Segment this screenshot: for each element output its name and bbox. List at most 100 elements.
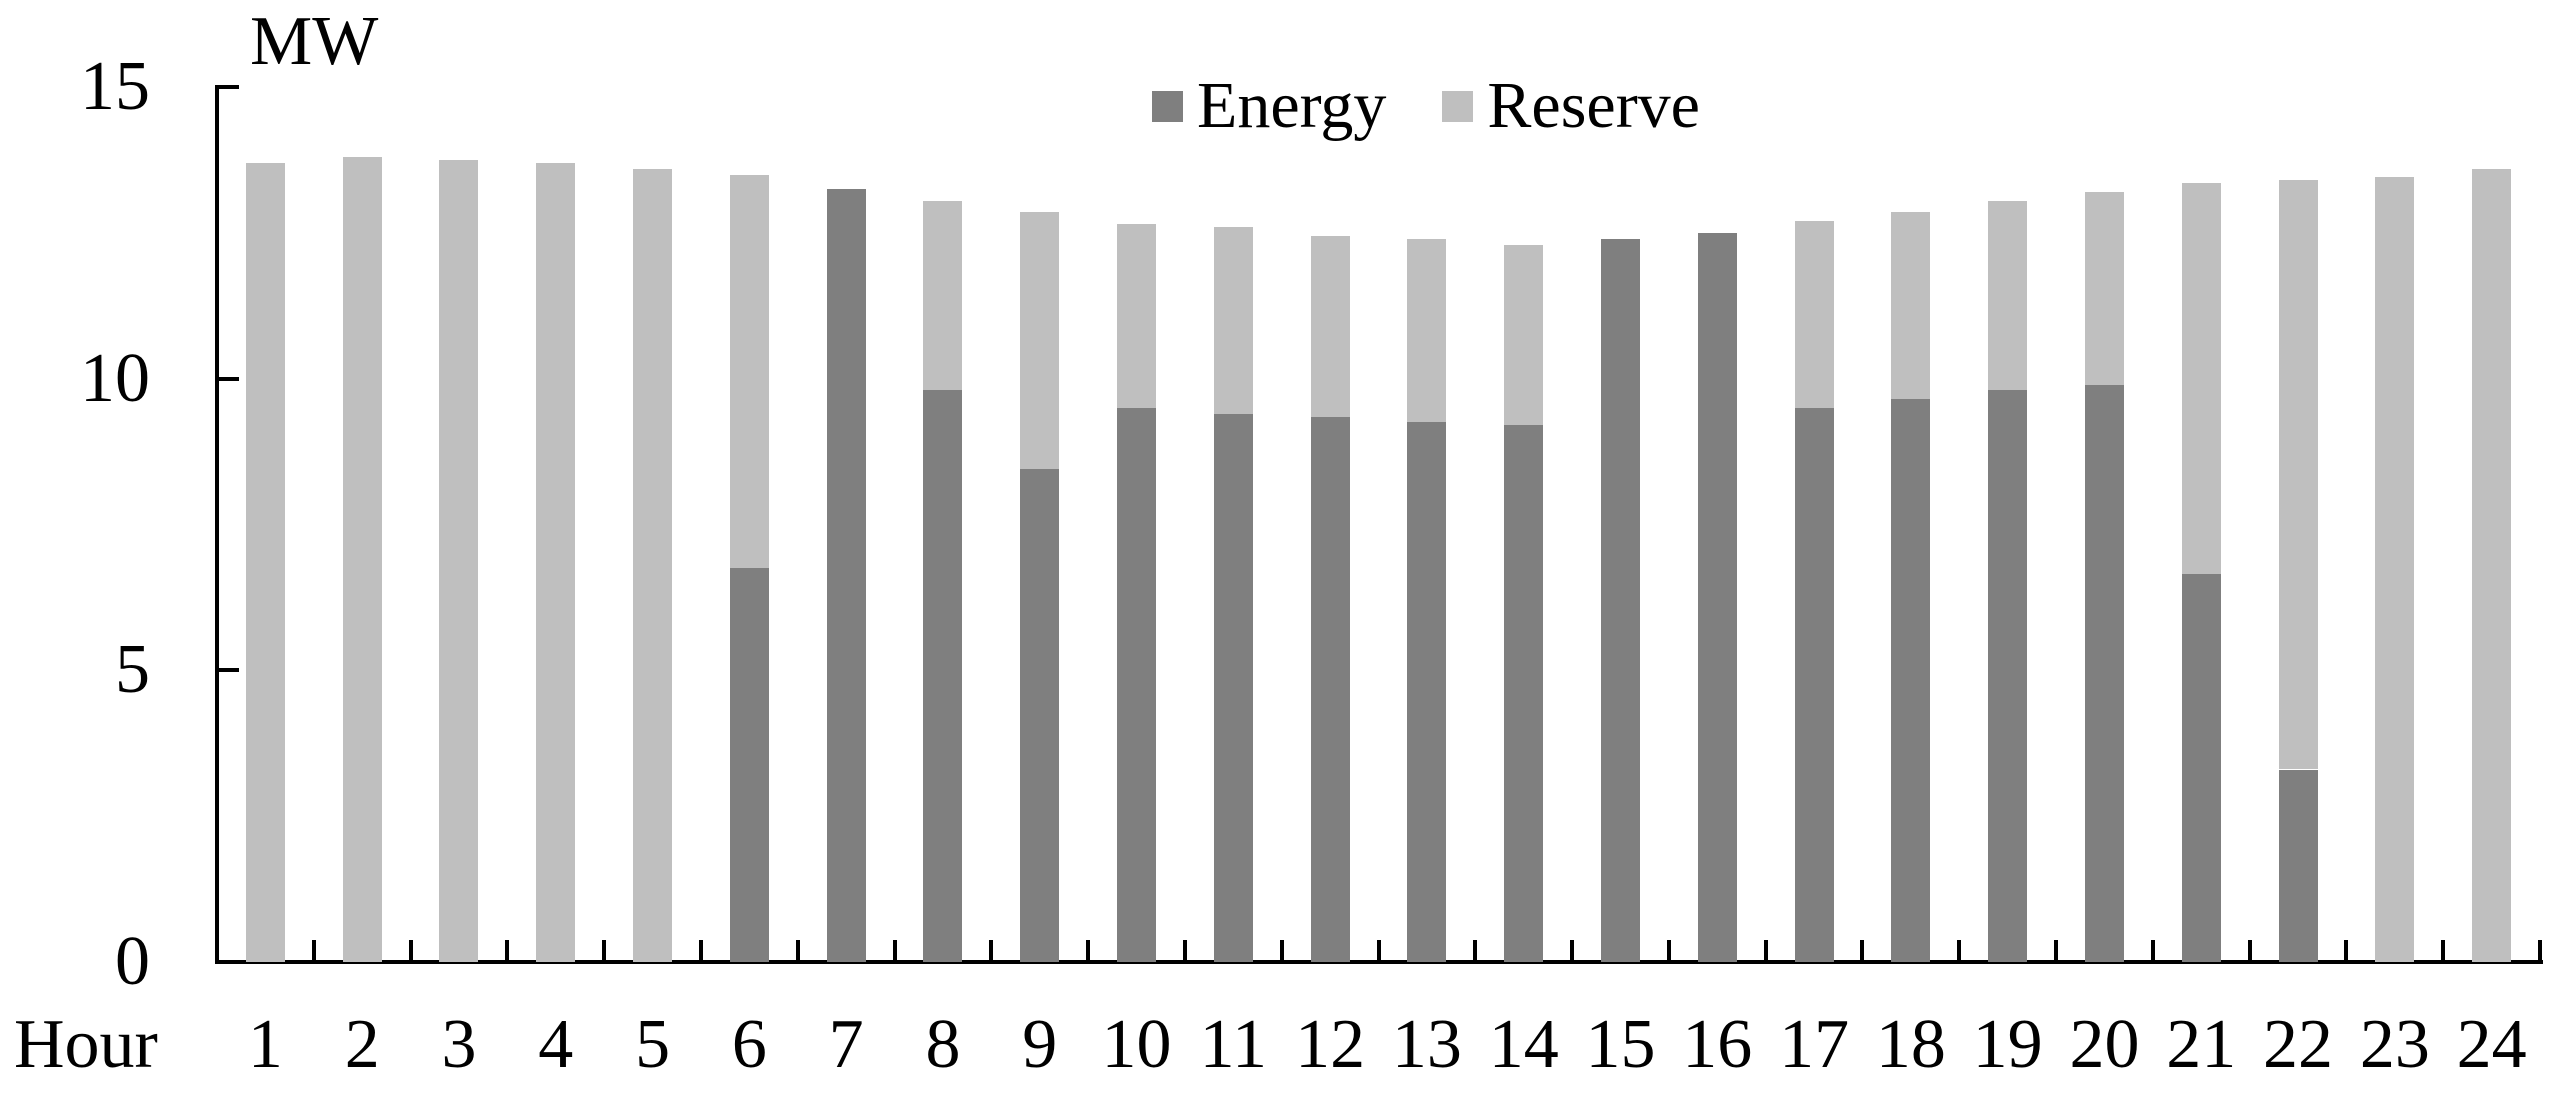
x-axis-label: 22 xyxy=(2263,1006,2334,1083)
x-axis-label: 15 xyxy=(1585,1006,1656,1083)
legend-label-energy: Energy xyxy=(1197,69,1387,142)
y-axis-label: 15 xyxy=(80,48,150,125)
energy-segment xyxy=(1988,390,2028,962)
legend-entry-energy: Energy xyxy=(1152,66,1386,146)
reserve-segment xyxy=(1988,200,2028,391)
legend-label-reserve: Reserve xyxy=(1487,69,1700,142)
x-axis-label: 18 xyxy=(1875,1006,1946,1083)
legend: Energy Reserve xyxy=(1152,66,1700,146)
x-axis-label: 11 xyxy=(1199,1006,1268,1083)
energy-segment xyxy=(1697,232,1737,962)
reserve-segment xyxy=(1117,224,1157,408)
energy-segment xyxy=(1213,413,1253,962)
x-axis-label: 3 xyxy=(441,1006,477,1083)
energy-segment xyxy=(1891,399,1931,962)
reserve-segment xyxy=(2084,192,2124,385)
x-axis-label: 24 xyxy=(2456,1006,2527,1083)
energy-segment xyxy=(1117,407,1157,962)
x-tick xyxy=(989,940,994,962)
x-axis-label: 12 xyxy=(1295,1006,1366,1083)
energy-segment xyxy=(2278,769,2318,962)
x-axis-label: 10 xyxy=(1101,1006,1172,1083)
energy-segment xyxy=(1310,416,1350,962)
x-tick xyxy=(1182,940,1187,962)
x-tick xyxy=(311,940,316,962)
x-tick xyxy=(698,940,703,962)
reserve-segment xyxy=(342,157,382,962)
x-axis-label: 19 xyxy=(1972,1006,2043,1083)
x-axis-label: 1 xyxy=(247,1006,283,1083)
y-axis-unit-label: MW xyxy=(250,3,379,80)
x-tick xyxy=(1279,940,1284,962)
energy-segment xyxy=(1020,469,1060,962)
y-axis-label: 5 xyxy=(115,631,150,709)
x-axis-label: 4 xyxy=(538,1006,574,1083)
reserve-segment xyxy=(1891,212,1931,400)
legend-entry-reserve: Reserve xyxy=(1442,66,1700,146)
x-tick xyxy=(215,940,219,962)
x-tick xyxy=(408,940,413,962)
y-tick xyxy=(217,85,239,89)
reserve-segment xyxy=(923,200,963,391)
y-tick xyxy=(217,376,239,381)
x-axis-label: 20 xyxy=(2069,1006,2140,1083)
x-tick xyxy=(2054,940,2059,962)
reserve-segment xyxy=(729,174,769,569)
x-axis-label: 14 xyxy=(1488,1006,1559,1083)
x-tick xyxy=(2247,940,2252,962)
x-axis-title: Hour xyxy=(14,1006,158,1083)
reserve-segment xyxy=(1213,227,1253,414)
x-tick xyxy=(602,940,607,962)
x-tick xyxy=(1570,940,1575,962)
y-axis-line xyxy=(215,85,219,964)
x-tick xyxy=(1860,940,1865,962)
x-tick xyxy=(505,940,510,962)
energy-segment xyxy=(1794,407,1834,962)
reserve-segment xyxy=(633,168,673,962)
x-tick xyxy=(1086,940,1091,962)
x-axis-label: 6 xyxy=(731,1006,767,1083)
x-axis-label: 8 xyxy=(925,1006,961,1083)
x-tick xyxy=(1666,940,1671,962)
x-tick xyxy=(1376,940,1381,962)
reserve-segment xyxy=(1794,221,1834,408)
x-tick xyxy=(1473,940,1478,962)
reserve-segment xyxy=(536,162,576,962)
energy-segment xyxy=(923,390,963,962)
reserve-segment xyxy=(1020,212,1060,470)
energy-segment xyxy=(1407,422,1447,962)
energy-segment xyxy=(826,189,866,962)
x-tick xyxy=(2344,940,2349,962)
x-tick xyxy=(1957,940,1962,962)
x-axis-label: 2 xyxy=(344,1006,380,1083)
reserve-segment xyxy=(2375,177,2415,962)
x-tick xyxy=(795,940,800,962)
energy-legend-swatch xyxy=(1152,90,1183,122)
energy-segment xyxy=(729,568,769,962)
x-axis-line xyxy=(215,960,2543,964)
energy-segment xyxy=(1504,425,1544,962)
x-tick xyxy=(1763,940,1768,962)
reserve-segment xyxy=(2181,183,2221,575)
x-axis-label: 17 xyxy=(1779,1006,1850,1083)
energy-segment xyxy=(1600,238,1640,962)
energy-segment xyxy=(2084,384,2124,962)
x-axis-label: 7 xyxy=(828,1006,864,1083)
x-axis-label: 13 xyxy=(1391,1006,1462,1083)
reserve-legend-swatch xyxy=(1442,90,1474,122)
x-tick xyxy=(2538,940,2542,962)
reserve-segment xyxy=(1504,244,1544,426)
x-axis-label: 16 xyxy=(1682,1006,1753,1083)
y-axis-label: 0 xyxy=(115,923,150,1000)
reserve-segment xyxy=(245,162,285,962)
reserve-segment xyxy=(2278,180,2318,770)
x-tick xyxy=(2150,940,2155,962)
y-axis-label: 10 xyxy=(80,339,150,417)
y-tick xyxy=(217,668,239,673)
energy-segment xyxy=(2181,574,2221,962)
reserve-segment xyxy=(2472,168,2512,962)
x-axis-label: 5 xyxy=(635,1006,671,1083)
reserve-segment xyxy=(1407,238,1447,423)
x-axis-label: 9 xyxy=(1022,1006,1058,1083)
